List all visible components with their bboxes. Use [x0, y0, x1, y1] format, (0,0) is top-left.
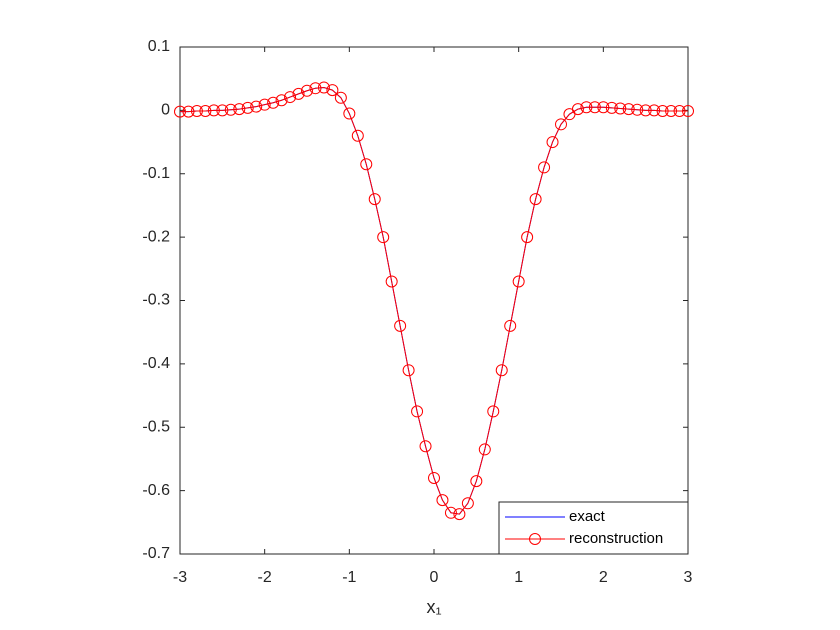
data-point: [614, 102, 627, 115]
data-point: [292, 87, 305, 100]
series-line: [180, 87, 688, 515]
y-tick-label: -0.6: [142, 482, 170, 499]
x-tick-label: 1: [514, 569, 523, 586]
data-point: [605, 101, 618, 114]
data-point: [368, 193, 381, 206]
data-point: [385, 275, 398, 288]
data-point: [665, 105, 678, 118]
x-tick-label: 0: [430, 569, 439, 586]
data-point: [461, 497, 474, 510]
data-point: [444, 506, 457, 519]
data-point: [436, 494, 449, 507]
data-point: [571, 103, 584, 116]
y-tick-label: -0.7: [142, 545, 170, 562]
data-point: [682, 105, 694, 118]
data-point: [597, 101, 610, 114]
data-point: [190, 105, 203, 118]
data-point: [521, 231, 534, 244]
data-point: [326, 84, 339, 97]
y-tick-label: 0: [161, 102, 170, 119]
data-point: [309, 82, 322, 95]
data-point: [317, 81, 330, 94]
data-point: [538, 161, 551, 174]
data-point: [250, 100, 263, 113]
data-point: [394, 319, 407, 332]
data-point: [487, 405, 500, 418]
data-point: [377, 231, 390, 244]
data-point: [648, 104, 661, 117]
data-point: [241, 101, 254, 114]
data-point: [199, 105, 212, 118]
data-point: [580, 101, 593, 114]
data-point: [233, 103, 246, 116]
y-tick-label: -0.4: [142, 355, 170, 372]
data-point: [656, 105, 669, 118]
data-point: [411, 405, 424, 418]
legend-label: exact: [569, 508, 606, 525]
data-point: [428, 471, 440, 484]
data-point: [512, 275, 525, 288]
x-tick-label: 3: [684, 569, 693, 586]
legend-label: reconstruction: [569, 530, 663, 547]
y-tick-label: -0.3: [142, 292, 170, 309]
data-point: [622, 103, 635, 116]
data-point: [529, 193, 542, 206]
x-tick-label: -1: [342, 569, 356, 586]
x-tick-label: -3: [173, 569, 187, 586]
data-point: [275, 94, 288, 107]
data-point: [402, 364, 415, 377]
data-point: [639, 104, 652, 117]
y-tick-label: -0.2: [142, 228, 170, 245]
data-point: [555, 118, 567, 131]
data-point: [216, 104, 229, 117]
data-point: [301, 84, 313, 97]
data-point: [182, 105, 195, 118]
data-point: [258, 98, 271, 111]
data-point: [478, 443, 491, 456]
y-tick-label: -0.1: [142, 165, 170, 182]
data-point: [546, 136, 559, 149]
data-point: [673, 105, 686, 118]
legend-box: [498, 501, 689, 555]
x-axis-label: x₁: [426, 597, 441, 617]
y-tick-label: -0.5: [142, 418, 170, 435]
x-tick-label: 2: [599, 569, 608, 586]
data-point: [174, 105, 186, 118]
data-point: [267, 96, 280, 109]
data-point: [453, 508, 466, 521]
y-tick-label: 0.1: [148, 38, 170, 55]
data-point: [470, 475, 483, 488]
data-point: [284, 91, 297, 104]
legend-marker: [529, 533, 541, 545]
data-point: [334, 91, 347, 104]
data-point: [588, 101, 601, 114]
data-point: [495, 364, 508, 377]
legend: exact reconstruction: [498, 501, 689, 555]
data-point: [504, 319, 517, 332]
data-point: [631, 103, 644, 116]
x-tick-label: -2: [258, 569, 272, 586]
data-point: [419, 440, 432, 453]
data-point: [351, 129, 364, 142]
data-point: [343, 107, 356, 120]
data-point: [207, 104, 220, 117]
data-point: [360, 158, 373, 171]
data-point: [224, 103, 237, 116]
